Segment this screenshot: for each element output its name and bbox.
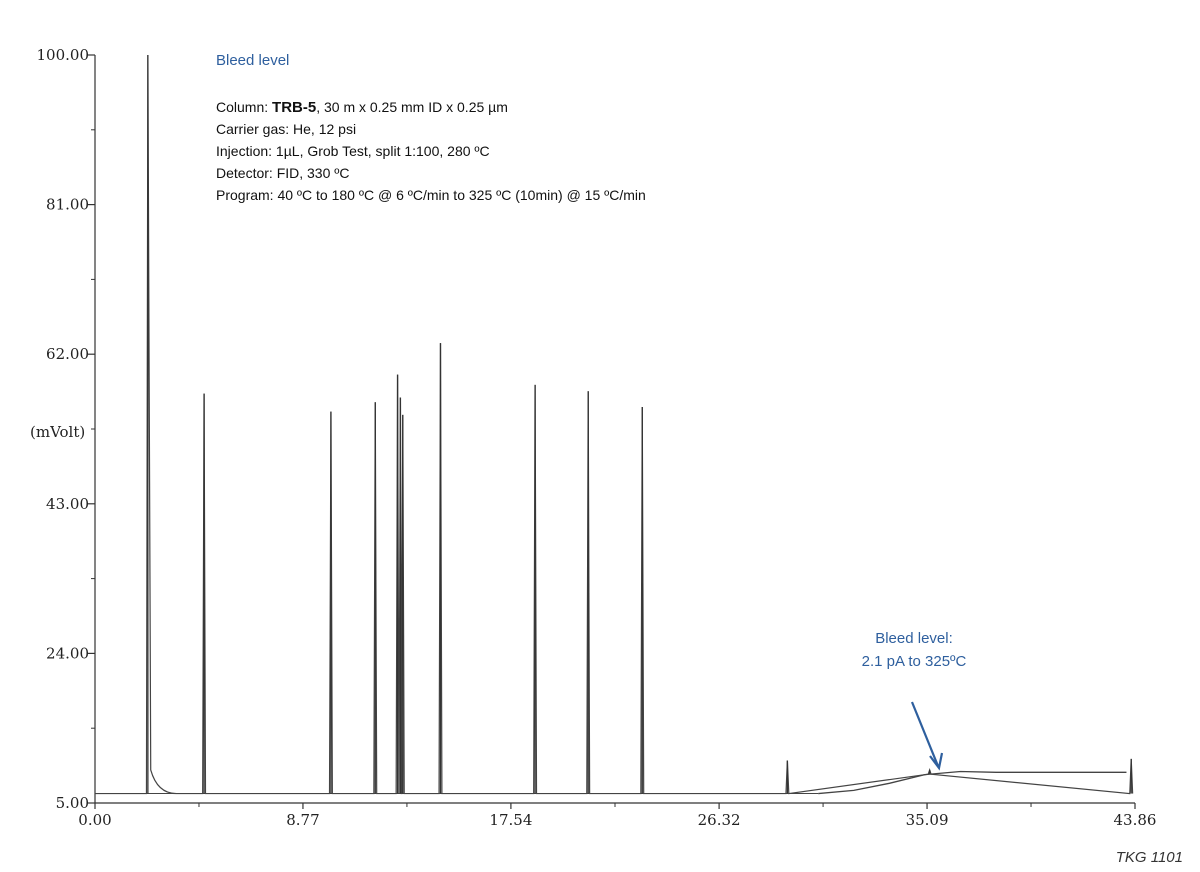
x-tick-label: 43.86 [1114,811,1157,829]
watermark: TKG 1101 [1116,849,1183,866]
info-program: Program: 40 ºC to 180 ºC @ 6 ºC/min to 3… [216,187,646,203]
y-tick-label: 100.00 [37,46,90,64]
y-tick-label: 81.00 [46,196,89,214]
y-axis-label: (mVolt) [30,423,85,441]
trace [95,54,1134,795]
info-carrier: Carrier gas: He, 12 psi [216,121,356,137]
bleed-curve [818,770,1127,795]
info-column-label: Column: [216,99,272,115]
info-column-name: TRB-5 [272,99,316,116]
info-column: Column: TRB-5, 30 m x 0.25 mm ID x 0.25 … [216,99,508,116]
info-detector: Detector: FID, 330 ºC [216,165,350,181]
y-tick-label: 62.00 [46,345,89,363]
info-injection: Injection: 1µL, Grob Test, split 1:100, … [216,143,490,159]
axes [88,54,1136,809]
y-tick-labels: 5.00 24.00 43.00 62.00 81.00 100.00 [37,46,90,812]
annotation-line2: 2.1 pA to 325ºC [862,653,967,670]
y-tick-label: 43.00 [46,495,89,513]
annotation-line1: Bleed level: [875,630,953,647]
x-tick-label: 8.77 [286,811,319,829]
info-column-spec: , 30 m x 0.25 mm ID x 0.25 µm [316,99,508,115]
annotation-arrow [910,701,940,767]
x-tick-labels: 0.00 8.77 17.54 26.32 35.09 43.86 [78,811,1156,829]
x-tick-label: 0.00 [78,811,111,829]
y-tick-label: 24.00 [46,644,89,662]
annotation-arrowhead [929,752,944,771]
info-heading: Bleed level [216,52,289,69]
x-tick-label: 26.32 [698,811,741,829]
x-tick-label: 17.54 [489,811,532,829]
x-tick-label: 35.09 [906,811,949,829]
y-tick-label: 5.00 [56,794,89,812]
